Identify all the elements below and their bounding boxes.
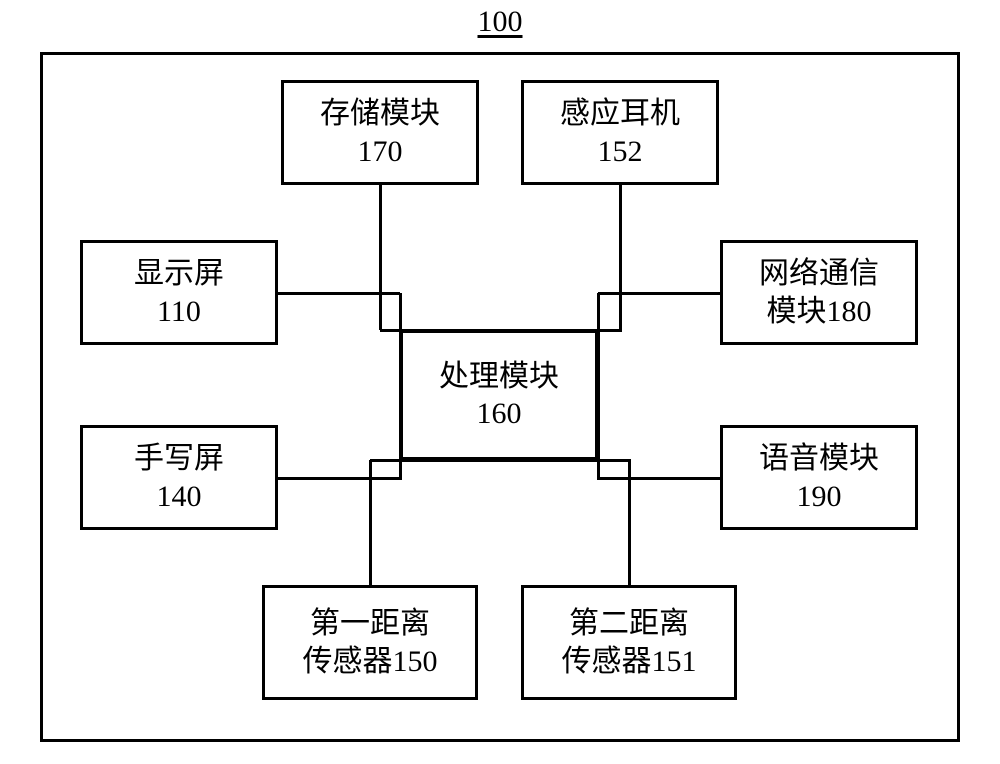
module-label-line2: 152 [598, 133, 643, 171]
module-label-line2: 190 [797, 478, 842, 516]
module-label-line1: 第一距离 [310, 605, 430, 643]
connector-segment [369, 460, 372, 585]
module-label-line1: 存储模块 [320, 95, 440, 133]
module-center: 处理模块160 [400, 330, 598, 460]
module-label-line1: 处理模块 [439, 358, 559, 396]
module-label-line2: 110 [157, 293, 201, 331]
module-storage: 存储模块170 [281, 80, 479, 185]
module-label-line1: 第二距离 [569, 605, 689, 643]
module-label-line2: 160 [477, 395, 522, 433]
diagram-canvas: { "figure": { "title": "100", "title_pos… [0, 0, 1000, 764]
module-earphone: 感应耳机152 [521, 80, 719, 185]
module-label-line2: 140 [157, 478, 202, 516]
module-label-line2: 传感器151 [562, 643, 697, 681]
module-display: 显示屏110 [80, 240, 278, 345]
connector-segment [278, 292, 400, 295]
connector-segment [598, 292, 720, 295]
module-sensor1: 第一距离传感器150 [262, 585, 478, 700]
connector-segment [619, 185, 622, 330]
module-voice: 语音模块190 [720, 425, 918, 530]
module-handwrite: 手写屏140 [80, 425, 278, 530]
module-network: 网络通信模块180 [720, 240, 918, 345]
connector-segment [278, 477, 400, 480]
connector-segment [598, 477, 720, 480]
connector-segment [379, 185, 382, 330]
module-label-line1: 语音模块 [759, 440, 879, 478]
figure-title: 100 [460, 5, 540, 39]
module-label-line1: 手写屏 [134, 440, 224, 478]
module-label-line2: 传感器150 [303, 643, 438, 681]
module-label-line1: 显示屏 [134, 255, 224, 293]
module-label-line2: 170 [358, 133, 403, 171]
module-label-line2: 模块180 [767, 293, 872, 331]
module-label-line1: 网络通信 [759, 255, 879, 293]
module-label-line1: 感应耳机 [560, 95, 680, 133]
connector-segment [628, 460, 631, 585]
module-sensor2: 第二距离传感器151 [521, 585, 737, 700]
